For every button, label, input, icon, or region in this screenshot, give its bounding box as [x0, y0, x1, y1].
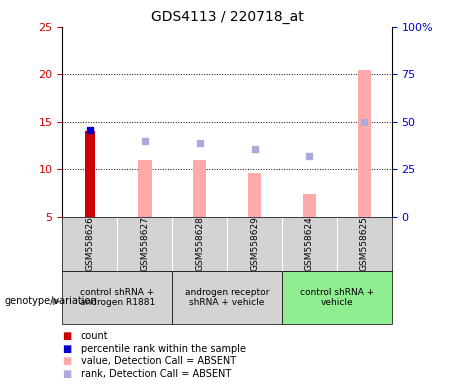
Text: ■: ■ — [62, 331, 71, 341]
Bar — [302, 194, 316, 217]
Text: androgen receptor
shRNA + vehicle: androgen receptor shRNA + vehicle — [185, 288, 269, 307]
Text: rank, Detection Call = ABSENT: rank, Detection Call = ABSENT — [81, 369, 231, 379]
Text: GSM558629: GSM558629 — [250, 217, 259, 271]
Bar — [193, 160, 207, 217]
Text: count: count — [81, 331, 108, 341]
Text: percentile rank within the sample: percentile rank within the sample — [81, 344, 246, 354]
Bar — [358, 70, 371, 217]
Bar — [172, 271, 282, 324]
Bar — [62, 271, 172, 324]
Text: value, Detection Call = ABSENT: value, Detection Call = ABSENT — [81, 356, 236, 366]
Title: GDS4113 / 220718_at: GDS4113 / 220718_at — [151, 10, 303, 25]
Text: ■: ■ — [62, 356, 71, 366]
Text: ■: ■ — [62, 344, 71, 354]
Bar — [85, 131, 95, 217]
Text: control shRNA +
androgen R1881: control shRNA + androgen R1881 — [80, 288, 155, 307]
Text: control shRNA +
vehicle: control shRNA + vehicle — [300, 288, 374, 307]
Text: GSM558626: GSM558626 — [85, 217, 94, 271]
Text: ■: ■ — [62, 369, 71, 379]
Text: GSM558624: GSM558624 — [305, 217, 314, 271]
Bar — [138, 160, 152, 217]
Text: GSM558627: GSM558627 — [140, 217, 149, 271]
Text: genotype/variation: genotype/variation — [5, 296, 97, 306]
Bar — [248, 173, 261, 217]
Bar — [282, 271, 392, 324]
Text: GSM558628: GSM558628 — [195, 217, 204, 271]
Text: GSM558625: GSM558625 — [360, 217, 369, 271]
